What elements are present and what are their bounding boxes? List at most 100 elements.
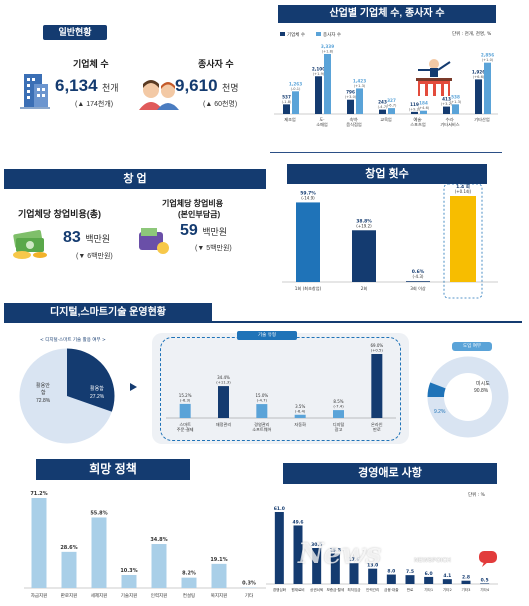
companies-unit: 천개 [102,83,119,93]
category-label: 소프트웨어 [252,426,271,433]
category-label: 보증금·월세 [326,587,344,592]
bar [371,354,383,418]
data-label: 6.0 [425,571,433,577]
bar [274,512,284,584]
category-label: 예술· [413,116,422,123]
category-label: 기타서비스 [440,121,459,128]
cost-self-unit: 백만원 [202,227,228,237]
pie-right-value: 27.2% [90,394,105,400]
bar [181,577,197,588]
data-label: 0.6% [412,269,425,275]
cost-self-value: 59 [180,222,198,239]
category-label: 인력관리 [366,587,379,592]
category-label: 디지털 [333,421,345,428]
bar [211,563,227,588]
pie-left-value: 72.8% [36,398,51,404]
wallet-icon [139,228,169,254]
intro-yes-label: 미시도 [476,381,490,387]
category-label: 판로 [373,426,381,432]
category-label: 금융·대출 [384,587,399,592]
arrow-right-icon [130,383,137,391]
data-label: 184 [419,101,428,106]
change-label: (-1.8) [282,100,292,104]
legend-swatch [316,32,321,36]
highlight-box [443,184,483,299]
companies-change: (▲ 174천개) [75,101,114,108]
change-label: (-6.7) [387,104,397,108]
category-label: 세제지원 [91,592,108,599]
policy-title: 희망 정책 [36,459,190,480]
change-label: (+1.8) [322,50,334,54]
money-icon [13,229,47,259]
category-label: 경영관리 [254,421,270,428]
podium-illustration-icon [416,59,452,96]
bar [461,580,471,584]
pie-left-label-1: 활용안 [36,383,50,389]
data-label: 2,100 [312,66,325,71]
change-label: (+6.6) [473,75,485,79]
bar [330,553,340,584]
data-label: 1,423 [353,78,366,83]
bar [442,579,452,584]
cost-total-change: (▼ 6백만원) [76,253,113,260]
category-label: 광고 [335,426,343,432]
data-label: 2,856 [481,53,494,58]
bar [256,404,268,418]
category-label: 3회 이상 [410,285,426,292]
bar [218,386,229,418]
cost-total-label: 기업체당 창업비용(총) [18,209,102,219]
data-label: 1,926 [472,69,485,74]
data-label: 538 [451,94,460,99]
companies-value: 6,134 [55,76,98,95]
change-label: (+0.1회) [455,188,472,194]
data-label: 25.8 [330,548,341,554]
data-label: 0.3% [242,581,256,587]
bar [61,551,77,588]
category-label: 수리· [445,116,454,123]
data-label: 413 [442,97,451,102]
change-label: (-4.3) [413,274,424,279]
companies-label: 기업체 수 [73,59,109,69]
bar [356,88,363,114]
category-label: 숙박· [349,116,358,123]
workers-value: 9,610 [175,76,218,95]
category-label: 주문·결제 [177,426,194,433]
data-label: 59.7% [300,190,316,196]
digital-pie-title: < 디지털·스마트 기술 활용 여부 > [40,338,106,343]
category-label: 자동화 [294,421,306,428]
data-label: 3.5% [295,404,305,409]
bar [450,196,476,282]
category-label: 판로 [407,587,414,592]
industry-chart: 기업체 수 종사자 수537(-1.8)1,263(-0.1)제조업2,100(+… [274,31,498,128]
category-label: 기타1 [424,587,433,592]
bar [347,99,354,114]
data-label: 69.0% [370,343,383,348]
data-label: 0.5 [481,577,489,583]
data-label: 3,339 [321,44,334,49]
change-label: (-6.3) [180,397,191,402]
chart-difficulty-unit-note: 단위 : % [468,493,485,498]
bar [388,108,395,114]
category-label: 판로지원 [61,592,78,599]
intro-yes-value: 90.8% [474,388,489,394]
data-label: 4.1 [443,573,451,579]
cost-self-label-1: 기업체당 창업비용 [162,199,224,208]
watermark-sub: NEWSPOICH [414,558,452,564]
bar [475,79,482,114]
category-label: 기술지원 [121,592,138,599]
category-label: 기타 [245,592,254,599]
bar [411,111,418,114]
data-label: 8.0 [387,569,395,575]
bar [406,281,430,282]
digital-title: 디지털,스마트기술 운영현황 [4,303,212,322]
intro-no-value: 9.2% [434,409,446,415]
data-label: 55.8% [90,510,107,516]
data-label: 28.6% [60,545,77,551]
data-label: 71.2% [30,491,47,497]
category-label: 자금지원 [31,592,48,599]
intro-pie [426,355,510,439]
change-label: (+4.6) [418,106,430,110]
category-label: 스포츠업 [410,121,426,127]
bar [312,548,322,584]
bar [484,62,491,114]
